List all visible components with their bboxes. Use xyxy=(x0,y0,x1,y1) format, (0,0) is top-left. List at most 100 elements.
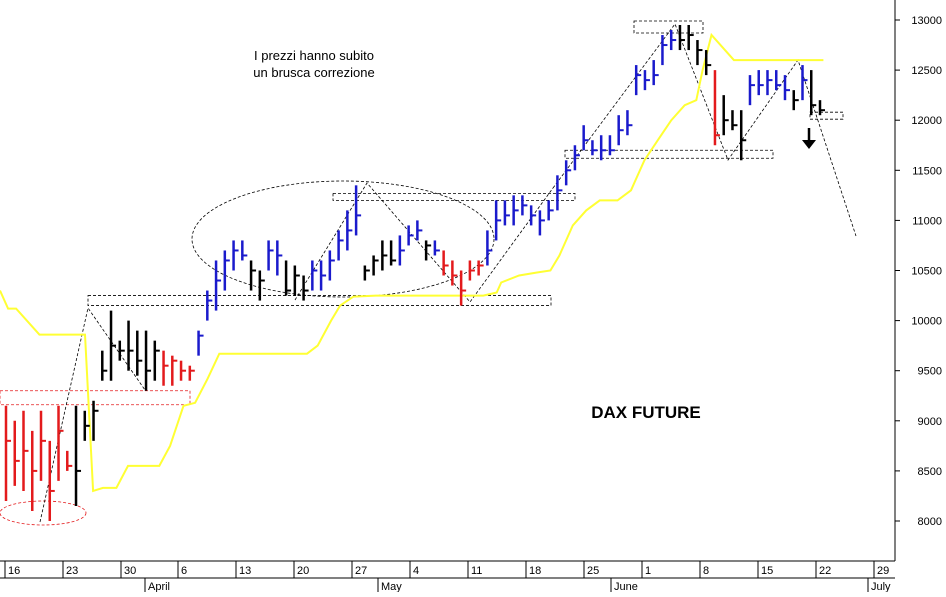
annotation-line-2: un brusca correzione xyxy=(253,65,374,80)
price-bar xyxy=(319,260,327,291)
y-tick-label: 11500 xyxy=(912,165,942,177)
y-tick-label: 10000 xyxy=(911,316,942,328)
price-bar xyxy=(346,210,353,251)
price-bar xyxy=(241,240,248,261)
price-bar xyxy=(144,330,152,391)
x-tick-label: 11 xyxy=(471,565,482,577)
price-bar xyxy=(223,250,230,291)
price-bar xyxy=(818,100,825,116)
price-bar xyxy=(249,260,257,291)
price-bar xyxy=(22,410,29,491)
price-bar xyxy=(197,330,204,356)
price-bar xyxy=(591,140,598,156)
price-bar xyxy=(354,185,362,236)
price-bar xyxy=(538,210,545,236)
price-bar xyxy=(687,25,694,51)
price-bar xyxy=(564,160,572,186)
chart-title: DAX FUTURE xyxy=(591,403,701,422)
x-tick-label: 18 xyxy=(529,565,541,577)
price-bar xyxy=(311,260,318,291)
price-bar xyxy=(276,240,283,276)
price-bar xyxy=(214,260,222,311)
price-bar xyxy=(127,320,134,371)
month-label: July xyxy=(871,581,891,592)
price-bar xyxy=(171,355,178,386)
price-bar xyxy=(136,330,143,376)
price-bar xyxy=(39,410,47,481)
price-bar xyxy=(162,350,169,386)
x-tick-label: 13 xyxy=(239,565,251,577)
annotation-line-1: I prezzi hanno subito xyxy=(254,48,374,63)
price-bar xyxy=(57,405,64,481)
price-bar xyxy=(766,70,773,96)
price-bar xyxy=(363,265,370,281)
price-bar xyxy=(92,400,99,441)
trend-line xyxy=(294,182,554,303)
month-label: June xyxy=(614,581,638,592)
price-bar xyxy=(433,240,440,256)
month-label: April xyxy=(148,581,170,592)
price-bar xyxy=(722,95,729,136)
moving-average-layer xyxy=(0,32,824,493)
price-bar xyxy=(582,125,589,151)
price-bar xyxy=(643,70,650,91)
price-bar xyxy=(661,35,668,66)
price-bar xyxy=(801,65,808,101)
reference-layer xyxy=(0,20,857,526)
y-tick-label: 8000 xyxy=(918,516,942,528)
price-bar xyxy=(372,255,379,276)
y-tick-label: 13000 xyxy=(911,15,942,27)
price-bar xyxy=(783,75,790,101)
price-bar xyxy=(302,275,309,301)
price-bar xyxy=(494,200,502,241)
price-bar xyxy=(521,195,528,216)
price-bar xyxy=(748,75,755,106)
price-bar xyxy=(739,110,747,161)
moving-average-line xyxy=(0,32,824,493)
x-tick-label: 25 xyxy=(587,565,599,577)
price-bar xyxy=(74,405,82,506)
y-tick-label: 9500 xyxy=(918,366,942,378)
price-bar xyxy=(459,270,467,306)
price-bar xyxy=(416,220,423,241)
low-ellipse xyxy=(0,500,87,526)
price-bar xyxy=(757,70,764,96)
x-tick-label: 15 xyxy=(761,565,773,577)
price-bar xyxy=(407,225,414,246)
x-tick-label: 6 xyxy=(181,565,187,577)
price-bar xyxy=(678,25,685,51)
x-tick-label: 8 xyxy=(703,565,709,577)
price-bar xyxy=(451,260,458,286)
y-tick-label: 10500 xyxy=(911,266,942,278)
y-ticks-layer: 13000 12500 12000 11500 11000 10500 10000 9500 9… xyxy=(895,15,942,528)
price-bar xyxy=(809,70,817,116)
price-bar xyxy=(424,240,432,261)
y-tick-label: 12000 xyxy=(911,115,942,127)
price-bar xyxy=(617,115,624,146)
price-bar xyxy=(101,350,108,381)
price-bar xyxy=(337,230,344,261)
x-tick-label: 1 xyxy=(645,565,651,577)
down-arrow-icon xyxy=(802,128,816,149)
x-tick-label: 30 xyxy=(124,565,136,577)
x-tick-label: 4 xyxy=(413,565,419,577)
price-bar xyxy=(206,290,213,321)
price-bar xyxy=(389,240,397,266)
price-bar xyxy=(731,110,738,131)
price-bar xyxy=(188,365,195,381)
price-bar xyxy=(66,450,73,471)
y-tick-label: 11000 xyxy=(912,215,942,227)
x-tick-label: 20 xyxy=(297,565,309,577)
price-bar xyxy=(608,135,615,156)
price-bar xyxy=(512,195,519,226)
support-resistance-box xyxy=(0,390,191,406)
price-bar xyxy=(109,310,117,381)
price-bar xyxy=(48,440,55,521)
support-resistance-box xyxy=(564,149,774,159)
price-bar xyxy=(634,65,642,96)
y-tick-label: 12500 xyxy=(911,65,942,77)
price-bar xyxy=(486,230,493,266)
price-bar xyxy=(669,30,677,51)
